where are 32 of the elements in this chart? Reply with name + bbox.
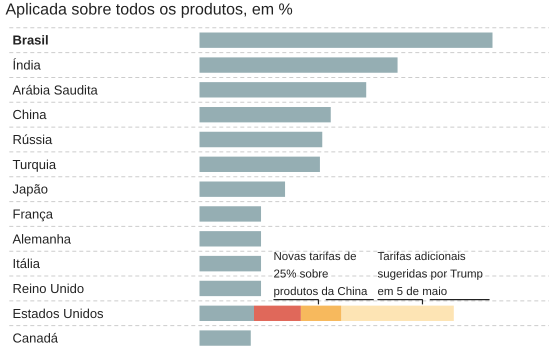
bar — [200, 106, 331, 122]
chart-subtitle: Aplicada sobre todos os produtos, em % — [6, 2, 293, 19]
bar — [200, 231, 262, 246]
y-tick-label: França — [12, 206, 54, 222]
y-tick-label: Turquia — [12, 156, 57, 172]
bar — [200, 132, 322, 148]
y-tick-label: Arábia Saudita — [12, 82, 99, 98]
y-tick-label: Itália — [12, 256, 41, 272]
bar — [200, 206, 262, 222]
bar — [200, 256, 262, 272]
bar — [200, 280, 262, 296]
y-tick-label: Estados Unidos — [12, 306, 104, 321]
bar — [254, 306, 301, 321]
annotation: Novas tarifas de 25% sobre produtos da China — [273, 251, 368, 298]
bar — [341, 306, 454, 321]
y-tick-label: Brasil — [12, 32, 49, 48]
bar — [200, 82, 366, 98]
bar — [200, 57, 398, 73]
bar — [200, 306, 254, 321]
bar — [200, 156, 320, 172]
y-tick-label: Alemanha — [12, 231, 72, 246]
y-tick-label: Rússia — [12, 132, 54, 148]
y-tick-label: Japão — [12, 182, 48, 197]
y-tick-label: Índia — [12, 58, 42, 73]
y-tick-label: Reino Unido — [12, 280, 84, 296]
y-tick-label: China — [12, 107, 48, 122]
bar — [200, 32, 492, 48]
y-tick-label: Canadá — [12, 330, 59, 346]
bar — [300, 306, 342, 321]
annotation: Tarifas adicionais sugeridas por Trump em 5 de maio — [377, 251, 483, 298]
bar — [200, 330, 251, 346]
bar — [200, 181, 286, 197]
